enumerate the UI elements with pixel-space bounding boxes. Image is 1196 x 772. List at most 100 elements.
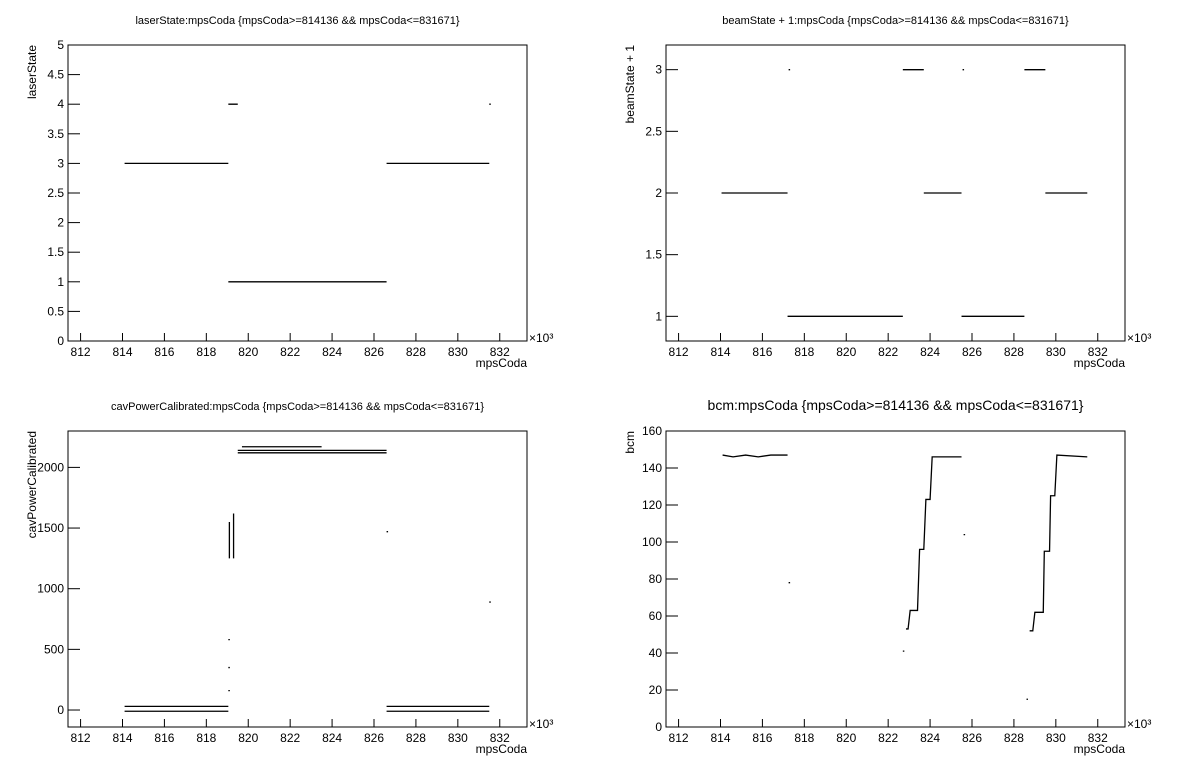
x-tick-label: 822	[280, 731, 300, 745]
y-tick-label: 500	[44, 642, 64, 656]
x-tick-label: 830	[448, 345, 468, 359]
y-tick-label: 0	[57, 703, 64, 717]
plot-panel: laserState:mpsCoda {mpsCoda>=814136 && m…	[25, 15, 553, 370]
x-exponent: ×10³	[529, 717, 553, 731]
y-tick-label: 60	[649, 609, 663, 623]
plot-panel: bcm:mpsCoda {mpsCoda>=814136 && mpsCoda<…	[623, 397, 1151, 756]
x-tick-label: 832	[1088, 731, 1108, 745]
y-tick-label: 0	[57, 334, 64, 348]
x-tick-label: 816	[154, 345, 174, 359]
y-tick-label: 1000	[37, 582, 64, 596]
x-tick-label: 820	[836, 345, 856, 359]
y-tick-label: 1500	[37, 521, 64, 535]
y-axis-label: beamState + 1	[623, 45, 637, 124]
x-tick-label: 820	[238, 345, 258, 359]
x-tick-label: 816	[752, 345, 772, 359]
x-tick-label: 812	[669, 731, 689, 745]
x-tick-label: 830	[1046, 731, 1066, 745]
x-tick-label: 820	[836, 731, 856, 745]
x-tick-label: 826	[962, 345, 982, 359]
x-tick-label: 814	[112, 345, 132, 359]
chart-title: beamState + 1:mpsCoda {mpsCoda>=814136 &…	[722, 15, 1069, 27]
y-tick-label: 3.5	[47, 127, 64, 141]
y-tick-label: 4.5	[47, 68, 64, 82]
x-axis-label: mpsCoda	[476, 742, 528, 756]
y-tick-label: 160	[642, 424, 662, 438]
plot-frame	[67, 44, 528, 342]
x-tick-label: 812	[71, 345, 91, 359]
y-tick-label: 3	[655, 63, 662, 77]
x-tick-label: 830	[1046, 345, 1066, 359]
x-exponent: ×10³	[1127, 717, 1151, 731]
x-tick-label: 830	[448, 731, 468, 745]
x-tick-label: 832	[490, 345, 510, 359]
data-points	[721, 69, 1088, 317]
x-axis-label: mpsCoda	[1074, 356, 1126, 370]
y-tick-label: 2000	[37, 460, 64, 474]
y-axis-label: laserState	[25, 45, 39, 99]
data-points	[124, 446, 491, 712]
x-axis-label: mpsCoda	[476, 356, 528, 370]
x-tick-label: 826	[364, 731, 384, 745]
x-tick-label: 814	[710, 345, 730, 359]
y-tick-label: 3	[57, 156, 64, 170]
x-exponent: ×10³	[1127, 331, 1151, 345]
plot-panel: beamState + 1:mpsCoda {mpsCoda>=814136 &…	[623, 15, 1151, 370]
x-tick-label: 818	[794, 731, 814, 745]
y-tick-label: 2	[57, 216, 64, 230]
x-tick-label: 812	[71, 731, 91, 745]
x-tick-label: 814	[710, 731, 730, 745]
y-tick-label: 1.5	[47, 245, 64, 259]
y-tick-label: 140	[642, 461, 662, 475]
x-tick-label: 824	[322, 345, 342, 359]
x-tick-label: 822	[280, 345, 300, 359]
data-points	[124, 103, 491, 283]
x-tick-label: 818	[196, 731, 216, 745]
y-tick-label: 0	[655, 720, 662, 734]
x-axis-label: mpsCoda	[1074, 742, 1126, 756]
x-tick-label: 824	[322, 731, 342, 745]
y-tick-label: 40	[649, 646, 663, 660]
y-tick-label: 120	[642, 498, 662, 512]
x-tick-label: 812	[669, 345, 689, 359]
y-tick-label: 2.5	[47, 186, 64, 200]
x-tick-label: 824	[920, 345, 940, 359]
x-tick-label: 816	[154, 731, 174, 745]
chart-title: cavPowerCalibrated:mpsCoda {mpsCoda>=814…	[111, 401, 484, 413]
y-tick-label: 5	[57, 38, 64, 52]
y-tick-label: 20	[649, 683, 663, 697]
y-tick-label: 1.5	[645, 248, 662, 262]
x-tick-label: 826	[962, 731, 982, 745]
x-tick-label: 832	[490, 731, 510, 745]
x-tick-label: 814	[112, 731, 132, 745]
data-points	[722, 454, 1088, 700]
x-tick-label: 822	[878, 731, 898, 745]
y-tick-label: 4	[57, 97, 64, 111]
x-tick-label: 818	[196, 345, 216, 359]
y-tick-label: 1	[655, 309, 662, 323]
x-tick-label: 828	[406, 345, 426, 359]
y-tick-label: 2.5	[645, 124, 662, 138]
x-tick-label: 826	[364, 345, 384, 359]
x-tick-label: 832	[1088, 345, 1108, 359]
x-tick-label: 820	[238, 731, 258, 745]
x-tick-label: 816	[752, 731, 772, 745]
y-tick-label: 1	[57, 275, 64, 289]
x-tick-label: 824	[920, 731, 940, 745]
chart-title: bcm:mpsCoda {mpsCoda>=814136 && mpsCoda<…	[708, 397, 1084, 413]
y-axis-label: bcm	[623, 431, 637, 454]
x-tick-label: 828	[1004, 731, 1024, 745]
x-exponent: ×10³	[529, 331, 553, 345]
x-tick-label: 828	[406, 731, 426, 745]
plot-panel: cavPowerCalibrated:mpsCoda {mpsCoda>=814…	[25, 401, 553, 756]
x-tick-label: 818	[794, 345, 814, 359]
y-tick-label: 100	[642, 535, 662, 549]
x-tick-label: 822	[878, 345, 898, 359]
x-tick-label: 828	[1004, 345, 1024, 359]
y-tick-label: 2	[655, 186, 662, 200]
y-tick-label: 80	[649, 572, 663, 586]
y-axis-label: cavPowerCalibrated	[25, 431, 39, 538]
plot-frame	[67, 430, 528, 728]
